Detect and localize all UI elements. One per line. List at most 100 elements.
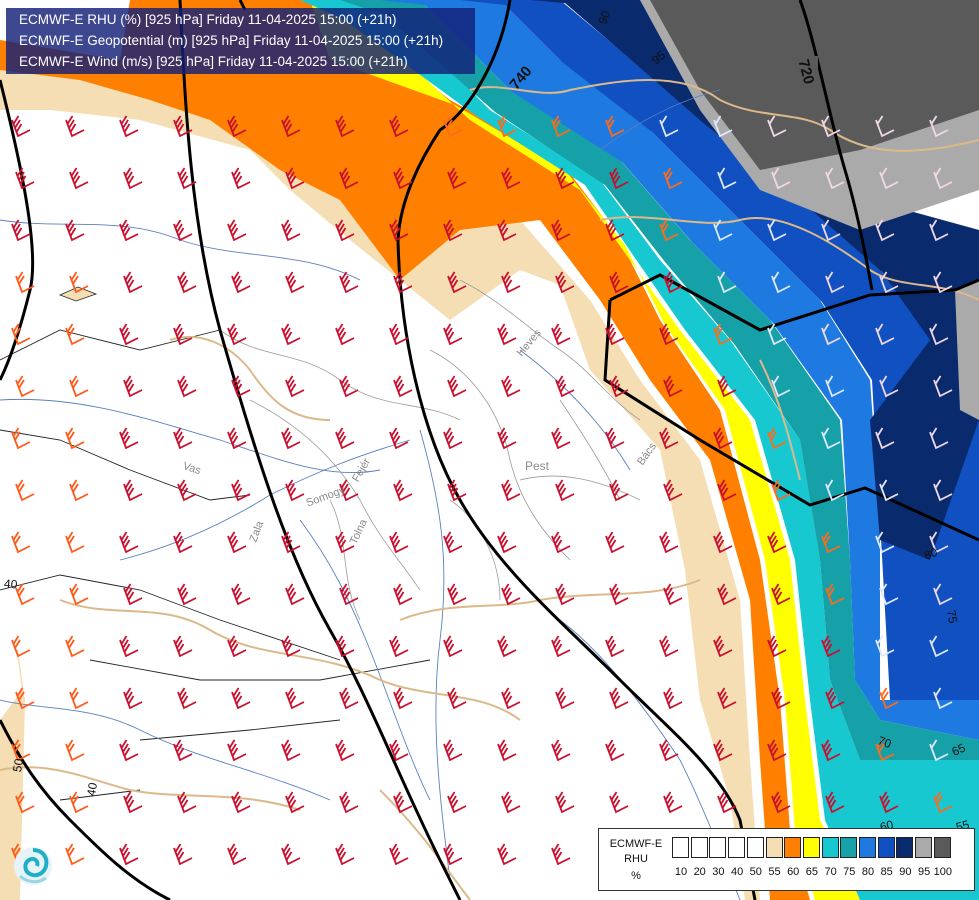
- wind-barb: [609, 583, 629, 606]
- legend-tick-label: 50: [749, 866, 762, 878]
- rhu-band-75: [380, 0, 979, 740]
- wind-barb: [879, 583, 899, 606]
- wind-barb: [821, 531, 841, 554]
- rhu-right-edge: [955, 280, 979, 420]
- legend-swatch: [840, 837, 858, 858]
- wind-barb: [663, 791, 683, 814]
- wind-barb: [555, 791, 575, 814]
- wind-barb: [335, 115, 355, 138]
- wind-barb: [281, 323, 301, 346]
- wind-barb: [767, 739, 787, 762]
- rhu-label: 50: [10, 757, 26, 773]
- wind-barb: [393, 271, 413, 294]
- wind-barb: [825, 271, 845, 294]
- wind-barb: [65, 323, 85, 346]
- wind-barb: [177, 375, 197, 398]
- wind-barb: [119, 843, 139, 866]
- wind-barb: [771, 375, 791, 398]
- wind-barb: [393, 167, 413, 190]
- legend-tick-label: 100: [933, 866, 952, 878]
- wind-barb: [339, 583, 359, 606]
- wind-barb: [173, 219, 193, 242]
- wind-barb: [875, 635, 895, 658]
- legend-swatch: [709, 837, 727, 858]
- legend-swatch: [877, 837, 895, 858]
- wind-barb: [659, 635, 679, 658]
- wind-barb: [447, 583, 467, 606]
- wind-barb: [929, 635, 949, 658]
- wind-barb: [123, 375, 143, 398]
- geopotential-label: 720: [794, 58, 817, 87]
- rhu-label: 75: [944, 609, 960, 625]
- wind-barb: [497, 427, 517, 450]
- rhu-legend: ECMWF-E RHU % 10 20 30 40 50 55 60 65 70 75 80 85 90…: [598, 828, 975, 891]
- wind-barb: [879, 375, 899, 398]
- wind-barb: [605, 531, 625, 554]
- wind-barb: [231, 583, 251, 606]
- wind-barb: [767, 531, 787, 554]
- wind-barb: [875, 323, 895, 346]
- wind-barb: [929, 323, 949, 346]
- wind-barb: [389, 219, 409, 242]
- wind-barb: [501, 687, 521, 710]
- wind-barb: [227, 323, 247, 346]
- wind-barb: [663, 479, 683, 502]
- country-borders: [0, 79, 979, 900]
- wind-barb: [443, 323, 463, 346]
- rhu-band-85: [530, 0, 979, 560]
- wind-barb: [119, 531, 139, 554]
- wind-barb: [497, 635, 517, 658]
- wind-barb: [393, 375, 413, 398]
- wind-barb: [65, 115, 85, 138]
- wind-barb: [173, 323, 193, 346]
- wind-barb: [825, 167, 845, 190]
- wind-barb: [929, 427, 949, 450]
- provider-logo-icon: [14, 847, 52, 885]
- wind-barb: [609, 167, 629, 190]
- wind-barb: [717, 167, 737, 190]
- wind-barb: [659, 427, 679, 450]
- wind-barb: [609, 791, 629, 814]
- wind-barb: [825, 375, 845, 398]
- wind-barb: [447, 791, 467, 814]
- wind-barb: [69, 791, 89, 814]
- wind-barb: [713, 427, 733, 450]
- title-geopotential: ECMWF-E Geopotential (m) [925 hPa] Frida…: [19, 33, 444, 48]
- wind-barb: [335, 739, 355, 762]
- wind-barb: [123, 167, 143, 190]
- wind-barb: [501, 791, 521, 814]
- legend-tick-label: 70: [824, 866, 837, 878]
- wind-barb: [393, 687, 413, 710]
- wind-barb: [933, 479, 953, 502]
- legend-tick-label: 10: [674, 866, 688, 878]
- wind-barb: [335, 219, 355, 242]
- wind-barb: [821, 739, 841, 762]
- wind-barb: [663, 687, 683, 710]
- wind-barb: [501, 479, 521, 502]
- wind-barb: [69, 271, 89, 294]
- wind-barb: [389, 739, 409, 762]
- legend-tick-label: 30: [712, 866, 725, 878]
- wind-barb: [605, 219, 625, 242]
- wind-barb: [123, 479, 143, 502]
- wind-barb: [11, 323, 31, 346]
- legend-swatch: [933, 837, 951, 858]
- wind-barb: [659, 219, 679, 242]
- wind-barb: [717, 791, 737, 814]
- wind-barb: [717, 583, 737, 606]
- wind-barb: [15, 271, 35, 294]
- wind-barb: [231, 687, 251, 710]
- wind-barb: [555, 167, 575, 190]
- wind-barb: [173, 531, 193, 554]
- wind-barb: [335, 635, 355, 658]
- wind-barb: [335, 323, 355, 346]
- wind-barb: [663, 375, 683, 398]
- wind-barb: [11, 115, 31, 138]
- legend-model: ECMWF-E: [609, 838, 663, 850]
- wind-barb: [447, 271, 467, 294]
- wind-barb: [551, 427, 571, 450]
- wind-barb: [65, 427, 85, 450]
- wind-barb: [551, 531, 571, 554]
- wind-barb: [173, 739, 193, 762]
